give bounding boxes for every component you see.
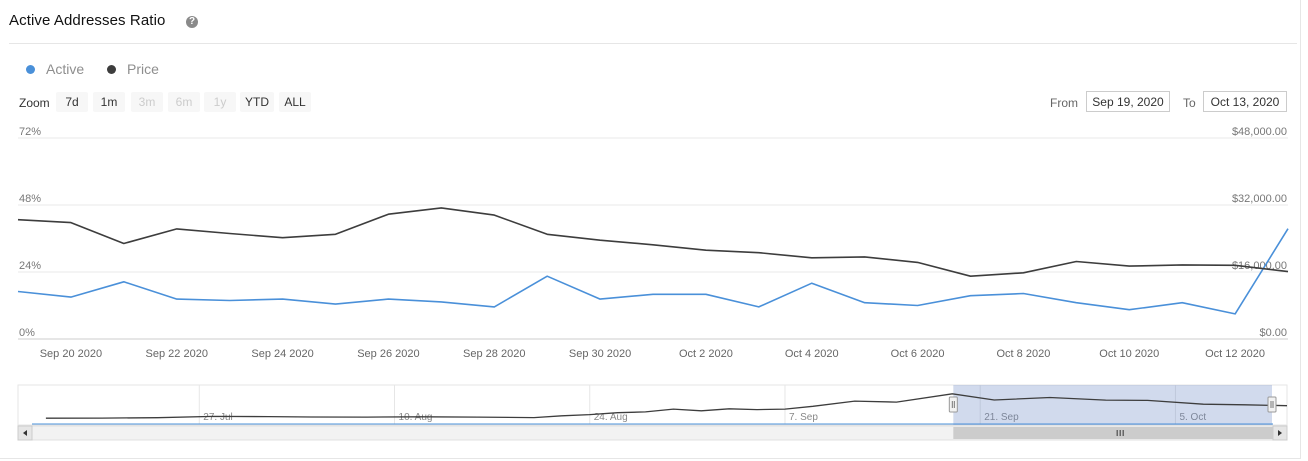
- navigator-date-label: 24. Aug: [594, 412, 628, 423]
- right-axis-tick-label: $0.00: [1259, 327, 1287, 339]
- x-axis-tick-label: Oct 2 2020: [679, 348, 733, 360]
- legend-marker-active: [26, 64, 35, 74]
- left-axis-tick-label: 72%: [19, 126, 41, 138]
- x-axis-tick-label: Oct 6 2020: [891, 348, 945, 360]
- left-axis-tick-label: 24%: [19, 260, 41, 272]
- navigator-date-label: 21. Sep: [984, 412, 1019, 423]
- arrow-right-icon: [1278, 430, 1282, 436]
- question-circle-icon[interactable]: ?: [186, 16, 198, 28]
- legend-label-price: Price: [127, 61, 159, 77]
- zoom-6m-button[interactable]: 6m: [168, 92, 200, 112]
- right-axis-tick-label: $32,000.00: [1232, 193, 1287, 205]
- range-from-input[interactable]: Sep 19, 2020: [1086, 91, 1170, 112]
- range-to-input[interactable]: Oct 13, 2020: [1203, 91, 1287, 112]
- legend-marker-price: [107, 64, 116, 74]
- navigator-left-handle[interactable]: [948, 396, 958, 413]
- chart-title: Active Addresses Ratio: [9, 12, 166, 29]
- x-axis-tick-label: Sep 24 2020: [251, 348, 313, 360]
- series-line-price[interactable]: [17, 207, 1289, 278]
- x-axis-tick-label: Oct 10 2020: [1099, 348, 1159, 360]
- navigator-date-label: 7. Sep: [789, 412, 818, 423]
- arrow-left-icon: [23, 430, 27, 436]
- zoom-3m-button[interactable]: 3m: [131, 92, 163, 112]
- legend-item-active[interactable]: Active: [26, 61, 84, 77]
- navigator-right-handle[interactable]: [1267, 396, 1277, 413]
- x-axis-tick-label: Sep 20 2020: [40, 348, 102, 360]
- left-axis-tick-label: 0%: [19, 327, 35, 339]
- navigator-date-label: 5. Oct: [1179, 412, 1206, 423]
- navigator-background: [17, 384, 1288, 426]
- x-axis-tick-label: Sep 28 2020: [463, 348, 525, 360]
- range-from-label: From: [1050, 96, 1078, 110]
- range-to-label: To: [1183, 96, 1196, 110]
- x-axis-tick-label: Sep 26 2020: [357, 348, 419, 360]
- x-axis-tick-label: Sep 30 2020: [569, 348, 631, 360]
- right-axis-tick-label: $16,000.00: [1232, 260, 1287, 272]
- navigator-price-line: [45, 393, 1288, 419]
- series-line-active[interactable]: [17, 228, 1289, 315]
- zoom-ytd-button[interactable]: YTD: [240, 92, 274, 112]
- navigator-date-label: 10. Aug: [399, 412, 433, 423]
- x-axis-tick-label: Oct 4 2020: [785, 348, 839, 360]
- x-axis-tick-label: Oct 12 2020: [1205, 348, 1265, 360]
- x-axis-tick-label: Oct 8 2020: [997, 348, 1051, 360]
- legend-item-price[interactable]: Price: [107, 61, 159, 77]
- x-axis-tick-label: Sep 22 2020: [146, 348, 208, 360]
- zoom-1m-button[interactable]: 1m: [93, 92, 125, 112]
- right-axis-tick-label: $48,000.00: [1232, 126, 1287, 138]
- zoom-7d-button[interactable]: 7d: [56, 92, 88, 112]
- legend-label-active: Active: [46, 61, 85, 77]
- title-divider: [9, 43, 1297, 44]
- zoom-label: Zoom: [19, 96, 50, 110]
- left-axis-tick-label: 48%: [19, 193, 41, 205]
- zoom-1y-button[interactable]: 1y: [204, 92, 236, 112]
- navigator-date-label: 27. Jul: [203, 412, 232, 423]
- zoom-all-button[interactable]: ALL: [279, 92, 311, 112]
